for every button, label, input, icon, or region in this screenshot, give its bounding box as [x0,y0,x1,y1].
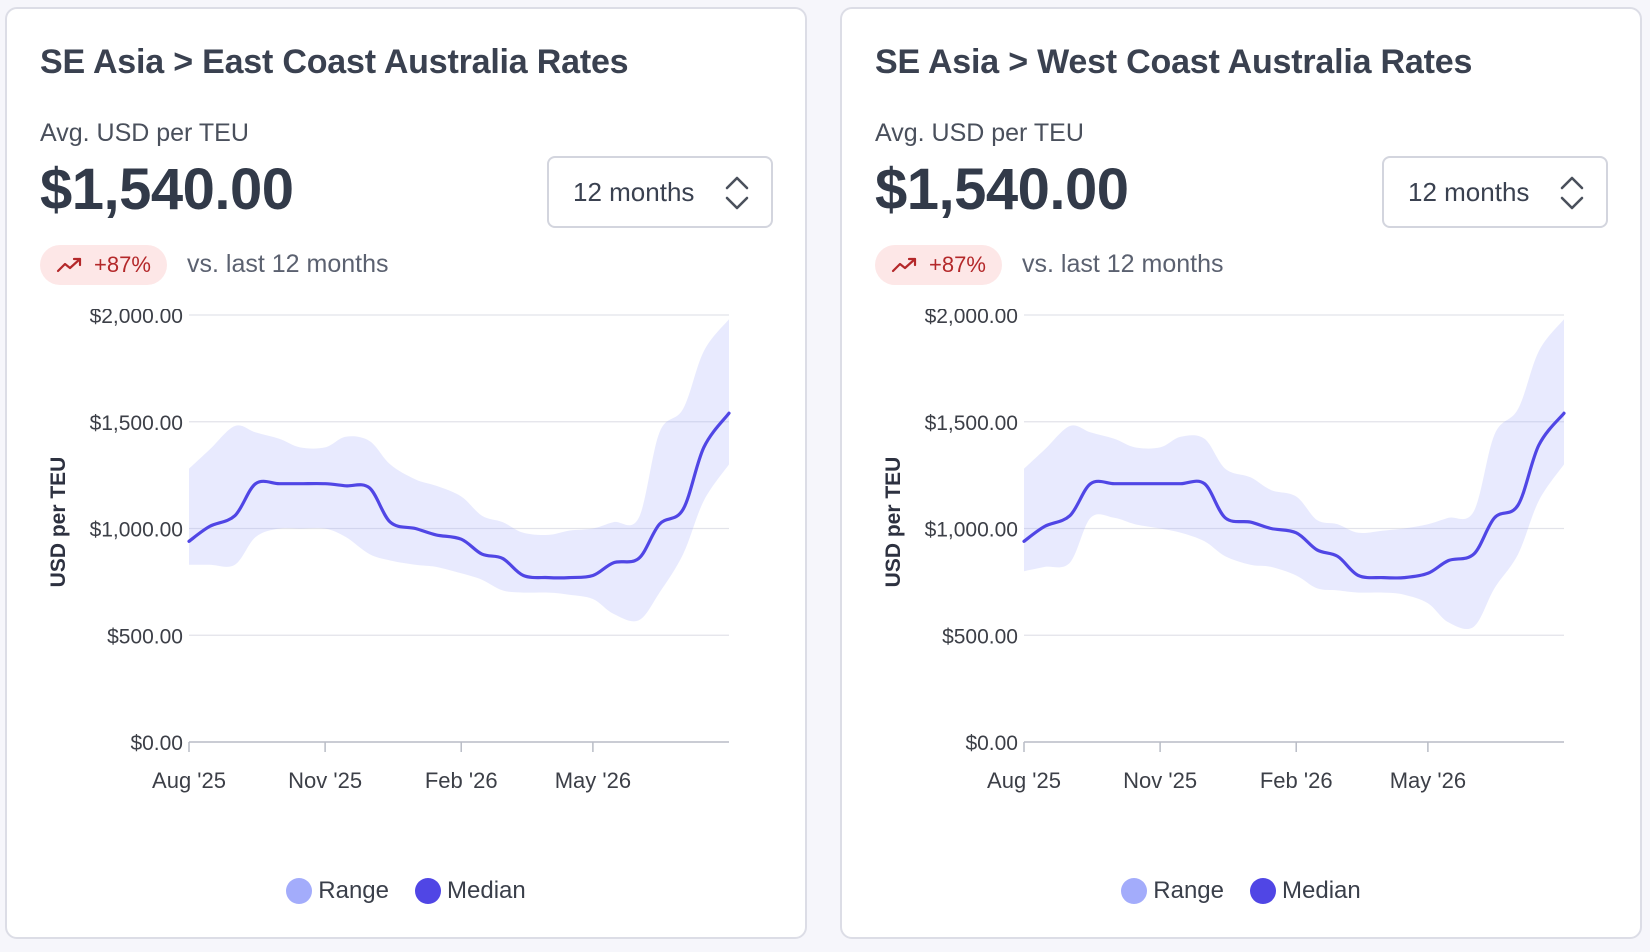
range-band [189,319,729,622]
rate-card-east-coast: SE Asia > East Coast Australia Rates Avg… [5,7,807,939]
y-tick-label: $0.00 [130,732,183,755]
x-tick-label: Feb '26 [425,768,498,793]
rate-card-west-coast: SE Asia > West Coast Australia Rates Avg… [840,7,1642,939]
change-badge: +87% [875,245,1002,285]
y-tick-label: $2,000.00 [90,309,183,328]
y-tick-label: $1,000.00 [925,519,1018,542]
rates-chart: $0.00 $500.00 $1,000.00 $1,500.00 $2,000.00 A… [882,309,1566,793]
chart-legend: Range Median [842,877,1640,905]
change-value: +87% [94,252,151,277]
legend-label-range: Range [1153,877,1224,904]
x-tick-label: Feb '26 [1260,768,1333,793]
change-value: +87% [929,252,986,277]
y-tick-label: $0.00 [965,732,1018,755]
median-line [1022,411,1566,580]
y-tick-label: $1,500.00 [925,412,1018,435]
x-tick-label: Nov '25 [288,768,362,793]
y-tick-label: $500.00 [942,625,1018,648]
y-axis-label: USD per TEU [47,457,70,588]
period-select-value: 12 months [1408,176,1530,207]
x-tick-label: May '26 [555,768,631,793]
x-tick-label: Aug '25 [987,768,1061,793]
change-badge: +87% [40,245,167,285]
legend-item-median[interactable]: Median [415,877,526,905]
compare-text: vs. last 12 months [187,250,389,278]
legend-item-range[interactable]: Range [286,877,389,905]
metric-value: $1,540.00 [40,157,294,222]
x-tick-label: Aug '25 [152,768,226,793]
y-tick-label: $1,500.00 [90,412,183,435]
period-select[interactable]: 12 months [1382,156,1608,228]
trending-up-icon [56,257,82,273]
chart-legend: Range Median [7,877,805,905]
legend-item-median[interactable]: Median [1250,877,1361,905]
y-axis-label: USD per TEU [882,457,905,588]
legend-label-range: Range [318,877,389,904]
rates-chart: $0.00 $500.00 $1,000.00 $1,500.00 $2,000.00 A… [47,309,731,793]
legend-label-median: Median [1282,877,1361,904]
y-tick-label: $1,000.00 [90,519,183,542]
period-select[interactable]: 12 months [547,156,773,228]
y-tick-label: $500.00 [107,625,183,648]
legend-swatch-range [286,878,313,904]
y-tick-label: $2,000.00 [925,309,1018,328]
compare-text: vs. last 12 months [1022,250,1224,278]
metric-value: $1,540.00 [875,157,1129,222]
legend-label-median: Median [447,877,526,904]
chevron-up-down-icon [1560,176,1584,210]
trending-up-icon [891,257,917,273]
x-tick-label: May '26 [1390,768,1466,793]
median-line [187,411,731,580]
period-select-value: 12 months [573,176,695,207]
metric-label: Avg. USD per TEU [875,119,1084,147]
card-title: SE Asia > West Coast Australia Rates [875,43,1473,81]
range-band [1024,319,1564,630]
legend-swatch-range [1121,878,1148,904]
chevron-up-down-icon [725,176,749,210]
card-title: SE Asia > East Coast Australia Rates [40,43,629,81]
legend-swatch-median [1250,878,1276,904]
x-tick-label: Nov '25 [1123,768,1197,793]
legend-swatch-median [415,878,441,904]
metric-label: Avg. USD per TEU [40,119,249,147]
legend-item-range[interactable]: Range [1121,877,1224,905]
